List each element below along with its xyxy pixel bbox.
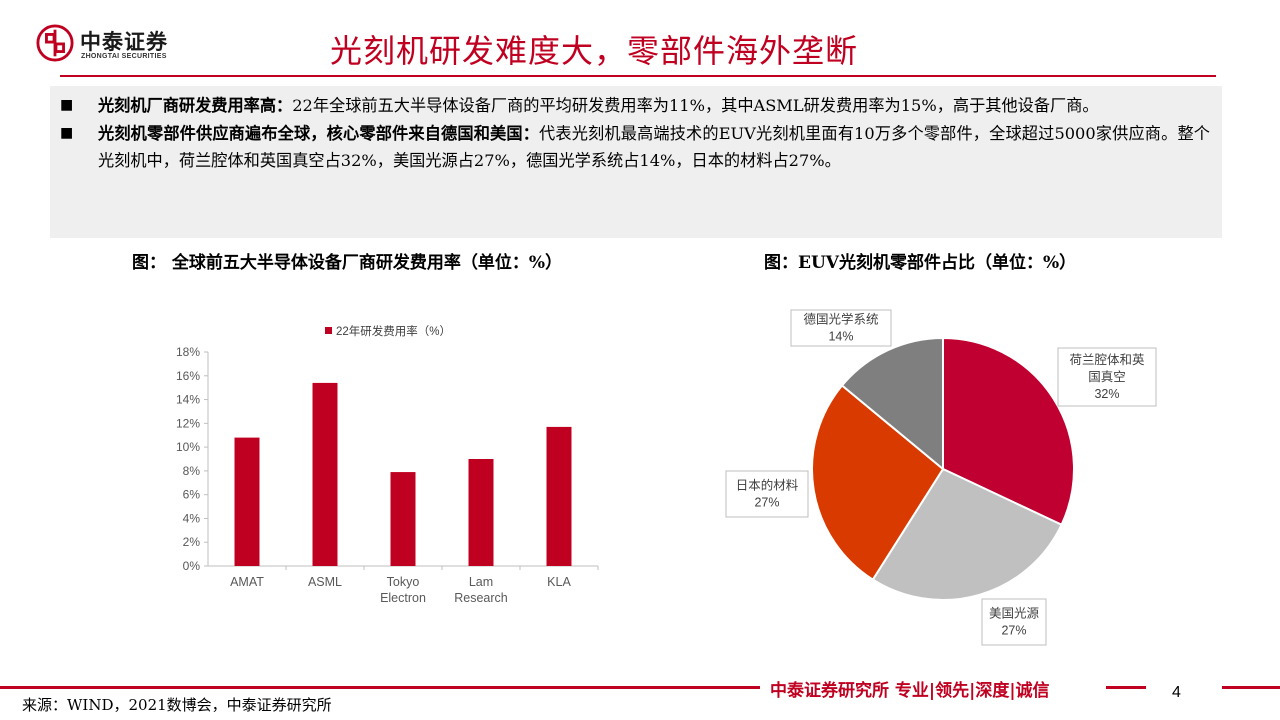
company-logo: 中泰证券 ZHONGTAI SECURITIES <box>36 22 196 68</box>
footer-divider <box>1106 686 1146 689</box>
bar <box>234 437 260 566</box>
bullet-item: ■ 光刻机厂商研发费用率高：22年全球前五大半导体设备厂商的平均研发费用率为11… <box>60 92 1210 119</box>
bar <box>468 459 494 566</box>
y-tick-label: 8% <box>183 464 201 478</box>
slice-name-label: 国真空 <box>1088 370 1126 384</box>
label-box <box>981 598 1047 646</box>
pie-slice <box>942 336 1075 527</box>
bullet-text: 光刻机厂商研发费用率高：22年全球前五大半导体设备厂商的平均研发费用率为11%，… <box>98 92 1210 119</box>
slice-value-label: 27% <box>1001 624 1026 638</box>
slice-value-label: 32% <box>1094 387 1119 401</box>
x-tick-label: AMAT <box>230 575 264 589</box>
x-tick-label: ASML <box>308 575 342 589</box>
source-note: 来源：WIND，2021数博会，中泰证券研究所 <box>22 696 332 714</box>
footer-divider <box>1222 686 1280 689</box>
legend: 22年研发费用率（%） <box>325 324 451 338</box>
bullet-square-icon: ■ <box>60 97 74 113</box>
label-box <box>725 470 809 518</box>
bullet-body: 22年全球前五大半导体设备厂商的平均研发费用率为11%，其中ASML研发费用率为… <box>292 96 1099 115</box>
y-tick-label: 4% <box>183 511 201 525</box>
y-tick-label: 16% <box>176 369 200 383</box>
y-tick-label: 14% <box>176 393 200 407</box>
slice-value-label: 27% <box>754 496 779 510</box>
bullet-heading: 光刻机零部件供应商遍布全球，核心零部件来自德国和美国： <box>98 124 540 143</box>
pie-data-label: 荷兰腔体和英国真空 32% <box>1057 347 1157 407</box>
pie-data-label: 美国光源 27% <box>981 598 1047 646</box>
summary-box: ■ 光刻机厂商研发费用率高：22年全球前五大半导体设备厂商的平均研发费用率为11… <box>50 86 1222 238</box>
bullet-heading: 光刻机厂商研发费用率高： <box>98 96 293 115</box>
legend-label: 22年研发费用率（%） <box>336 324 451 338</box>
euv-parts-pie-chart: 荷兰腔体和英国真空 32% 美国光源 27% 日本的材料 27% 德国光学系统 14% <box>725 309 1157 646</box>
bullet-item: ■ 光刻机零部件供应商遍布全球，核心零部件来自德国和美国：代表光刻机最高端技术的… <box>60 120 1210 174</box>
pie-slice <box>840 336 944 472</box>
pie-slice <box>811 384 945 581</box>
pie-data-label: 日本的材料 27% <box>725 470 809 518</box>
footer-slogan: 中泰证券研究所 专业|领先|深度|诚信 <box>770 681 1050 701</box>
title-divider <box>60 75 1216 77</box>
slice-value-label: 14% <box>828 330 853 344</box>
bullet-square-icon: ■ <box>60 125 74 141</box>
y-tick-label: 10% <box>176 440 200 454</box>
bar-chart-caption: 图： 全球前五大半导体设备厂商研发费用率（单位：%） <box>132 253 563 273</box>
slice-name-label: 德国光学系统 <box>803 312 878 327</box>
x-tick-label: KLA <box>547 575 571 589</box>
bar <box>390 472 416 566</box>
slide-title: 光刻机研发难度大，零部件海外垄断 <box>330 32 859 70</box>
y-tick-label: 18% <box>176 345 200 359</box>
bullet-body: 代表光刻机最高端技术的EUV光刻机里面有10万多个零部件，全球超过5000家供应… <box>98 124 1210 170</box>
footer-divider <box>0 686 760 689</box>
y-tick-label: 12% <box>176 416 200 430</box>
x-tick-label: Lam <box>469 575 493 589</box>
x-tick-label: Research <box>454 591 508 605</box>
rd-expense-bar-chart: 22年研发费用率（%） 0% 2% 4% 6% 8% 10% 12% 14% 16% 18% AMAT… <box>176 324 599 605</box>
pie-chart-caption: 图：EUV光刻机零部件占比（单位：%） <box>764 253 1077 273</box>
page-number: 4 <box>1172 684 1181 701</box>
bullet-text: 光刻机零部件供应商遍布全球，核心零部件来自德国和美国：代表光刻机最高端技术的EU… <box>98 120 1210 174</box>
pie-data-label: 德国光学系统 14% <box>790 309 892 347</box>
slice-name-label: 荷兰腔体和英 <box>1069 352 1145 367</box>
bar <box>546 426 572 566</box>
logo-text-cn: 中泰证券 <box>80 30 168 54</box>
slice-name-label: 美国光源 <box>989 607 1040 621</box>
legend-swatch <box>325 327 332 334</box>
logo-text-en: ZHONGTAI SECURITIES <box>81 53 167 60</box>
y-tick-label: 2% <box>183 535 201 549</box>
label-box <box>790 309 892 347</box>
bar <box>312 382 338 566</box>
x-tick-label: Electron <box>380 591 426 605</box>
slice-name-label: 日本的材料 <box>736 478 799 493</box>
label-box <box>1057 347 1157 407</box>
zhongtai-logo-icon <box>36 24 74 62</box>
y-tick-label: 6% <box>183 488 201 502</box>
y-tick-label: 0% <box>183 559 201 573</box>
pie-slice <box>871 467 1063 601</box>
x-tick-label: Tokyo <box>387 575 420 589</box>
